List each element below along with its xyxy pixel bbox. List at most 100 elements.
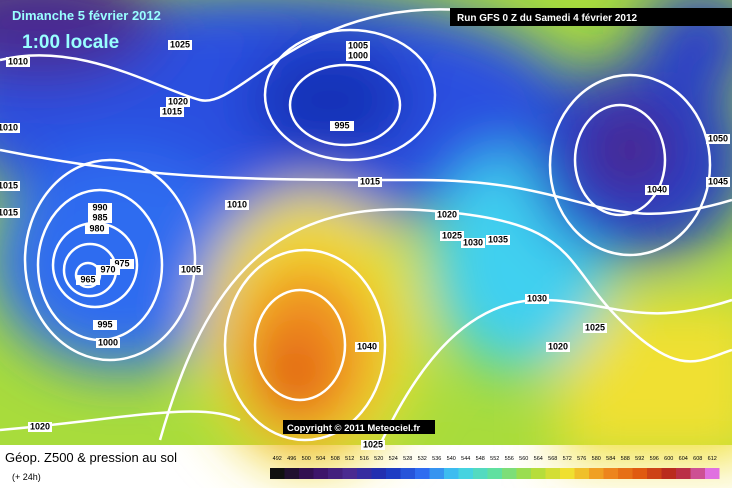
legend-swatch (444, 468, 459, 479)
isobar-label: 1035 (488, 234, 508, 244)
isobar-label-bg (361, 440, 385, 450)
isobar-label-bg (525, 294, 549, 304)
isobar-label: 1025 (442, 230, 462, 240)
isobar-label: 1020 (168, 96, 188, 106)
isobar-label: 995 (97, 319, 112, 329)
isobar-label: 1010 (8, 56, 28, 66)
legend-swatch (270, 468, 285, 479)
isobar-label: 990 (92, 202, 107, 212)
isobar-label: 980 (89, 223, 104, 233)
legend-label: 612 (708, 456, 717, 462)
isobar-label: 995 (334, 120, 349, 130)
legend-label: 564 (534, 456, 543, 462)
legend-swatch (371, 468, 386, 479)
isobar-label: 1005 (348, 40, 368, 50)
legend-label: 508 (331, 456, 340, 462)
isobar-label: 985 (92, 212, 107, 222)
isobar-label-bg (355, 342, 379, 352)
legend-swatch (415, 468, 430, 479)
isobar-label: 1030 (527, 293, 547, 303)
legend-swatch (386, 468, 401, 479)
map-field (0, 0, 732, 470)
legend-swatch (328, 468, 343, 479)
isobar-label-bg (96, 265, 120, 275)
isobar-label-bg (28, 422, 52, 432)
legend-label: 556 (505, 456, 514, 462)
legend-label: 492 (273, 456, 282, 462)
isobar-label-bg (706, 134, 730, 144)
legend-swatch (618, 468, 633, 479)
isobar-label-bg (645, 185, 669, 195)
legend-label: 596 (650, 456, 659, 462)
legend-label: 504 (316, 456, 325, 462)
isobar-label-bg (225, 200, 249, 210)
run-info: Run GFS 0 Z du Samedi 4 février 2012 (457, 13, 638, 24)
isobar-label-bg (110, 259, 134, 269)
legend-label: 572 (563, 456, 572, 462)
legend-swatch (502, 468, 517, 479)
isobar-label-bg (88, 213, 112, 223)
legend-label: 568 (548, 456, 557, 462)
legend-label: 536 (432, 456, 441, 462)
legend-label: 544 (461, 456, 470, 462)
legend-label: 500 (302, 456, 311, 462)
isobar-label: 1005 (181, 264, 201, 274)
legend-label: 516 (360, 456, 369, 462)
isobar-label-bg (358, 177, 382, 187)
legend-label: 528 (403, 456, 412, 462)
legend-swatch (545, 468, 560, 479)
legend-label: 584 (606, 456, 615, 462)
isobar-label: 1010 (227, 199, 247, 209)
legend-label: 576 (577, 456, 586, 462)
isobar-label: 1025 (585, 322, 605, 332)
isobar-label-bg (486, 235, 510, 245)
legend-swatch (357, 468, 372, 479)
isobar-label-bg (93, 320, 117, 330)
isobar-label: 970 (100, 264, 115, 274)
isobar-label-bg (160, 107, 184, 117)
isobar-label-bg (6, 57, 30, 67)
legend-swatch (284, 468, 299, 479)
isobar-label: 1030 (463, 237, 483, 247)
legend-swatch (400, 468, 415, 479)
isobar-label: 965 (80, 274, 95, 284)
isobar-label-bg (168, 40, 192, 50)
legend-label: 532 (418, 456, 427, 462)
legend-label: 608 (693, 456, 702, 462)
isobar-label-bg (85, 224, 109, 234)
isobar-label-bg (88, 203, 112, 213)
isobar-label-bg (0, 208, 20, 218)
legend-swatch (574, 468, 589, 479)
isobar-label: 1010 (0, 122, 18, 132)
isobar-label-bg (546, 342, 570, 352)
isobar-label: 1000 (98, 337, 118, 347)
isobar-label: 1025 (363, 439, 383, 449)
isobar-label: 1015 (162, 106, 182, 116)
legend-label: 588 (621, 456, 630, 462)
legend-label: 580 (592, 456, 601, 462)
legend-swatch (603, 468, 618, 479)
legend-swatch (516, 468, 531, 479)
legend-swatch (647, 468, 662, 479)
legend-swatch (589, 468, 604, 479)
isobar-label-bg (435, 210, 459, 220)
legend-label: 548 (476, 456, 485, 462)
legend-label: 560 (519, 456, 528, 462)
legend-label: 600 (664, 456, 673, 462)
footer-lead: (+ 24h) (12, 472, 41, 482)
isobar-label-bg (346, 41, 370, 51)
isobar-label-bg (0, 123, 20, 133)
time: 1:00 locale (22, 32, 119, 53)
isobar-label: 1045 (708, 176, 728, 186)
date: Dimanche 5 février 2012 (12, 8, 161, 23)
legend-swatch (632, 468, 647, 479)
legend-swatch (705, 468, 720, 479)
isobar-label: 1025 (170, 39, 190, 49)
legend-swatch (473, 468, 488, 479)
isobar-label-bg (0, 181, 20, 191)
isobar-label-bg (346, 51, 370, 61)
isobar-label-bg (440, 231, 464, 241)
